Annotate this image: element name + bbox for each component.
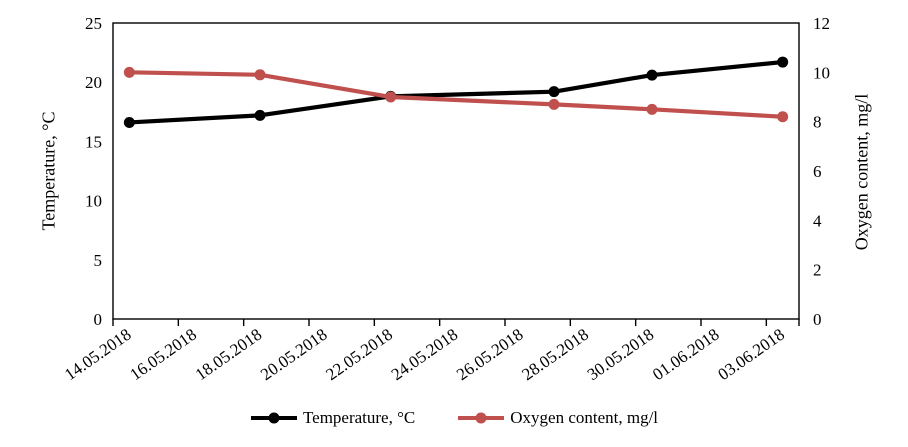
y-tick-label-right: 10 [813, 63, 830, 82]
temperature-legend-marker-icon [250, 412, 297, 424]
y-tick-label-right: 6 [813, 162, 822, 181]
oxygen-point [254, 69, 266, 81]
y-tick-label-right: 0 [813, 310, 822, 329]
y-tick-label-left: 15 [85, 132, 102, 151]
y-tick-label-right: 4 [813, 211, 822, 230]
x-tick-label: 01.06.2018 [649, 325, 723, 384]
x-tick-label: 24.05.2018 [388, 325, 462, 384]
legend: Temperature, °C Oxygen content, mg/l [0, 408, 908, 428]
x-tick-label: 22.05.2018 [322, 325, 396, 384]
x-tick-label: 26.05.2018 [453, 325, 527, 384]
x-tick-label: 18.05.2018 [192, 325, 266, 384]
oxygen-point [548, 98, 560, 110]
temperature-point [646, 69, 658, 81]
x-tick-label: 14.05.2018 [61, 325, 135, 384]
y-tick-label-left: 20 [85, 73, 102, 92]
oxygen-point [123, 66, 135, 78]
temperature-point [548, 86, 560, 98]
legend-label-temperature: Temperature, °C [302, 408, 416, 427]
y-tick-label-right: 8 [813, 113, 822, 132]
legend-label-oxygen: Oxygen content, mg/l [510, 408, 659, 427]
legend-item-temperature: Temperature, °C [250, 408, 415, 428]
y-tick-label-left: 25 [85, 14, 102, 33]
temperature-point [777, 56, 789, 68]
y-tick-label-left: 0 [94, 310, 103, 329]
right-axis-title: Oxygen content, mg/l [851, 93, 872, 251]
x-tick-label: 28.05.2018 [518, 325, 592, 384]
x-tick-label: 03.06.2018 [714, 325, 788, 384]
temperature-point [254, 109, 266, 121]
temperature-point [123, 116, 135, 128]
oxygen-point [646, 103, 658, 115]
oxygen-line [127, 70, 785, 119]
y-tick-label-right: 12 [813, 14, 830, 33]
y-tick-label-right: 2 [813, 261, 822, 280]
temperature-line [127, 59, 785, 125]
x-tick-label: 30.05.2018 [584, 325, 658, 384]
y-tick-label-left: 10 [85, 192, 102, 211]
x-tick-label: 16.05.2018 [126, 325, 200, 384]
oxygen-point [385, 91, 397, 103]
x-tick-label: 20.05.2018 [257, 325, 331, 384]
left-axis-title: Temperature, °C [38, 111, 59, 231]
oxygen-legend-marker-icon [458, 412, 505, 424]
plot-border [112, 22, 800, 320]
oxygen-point [777, 111, 789, 123]
legend-item-oxygen: Oxygen content, mg/l [457, 408, 658, 428]
y-tick-label-left: 5 [94, 251, 103, 270]
